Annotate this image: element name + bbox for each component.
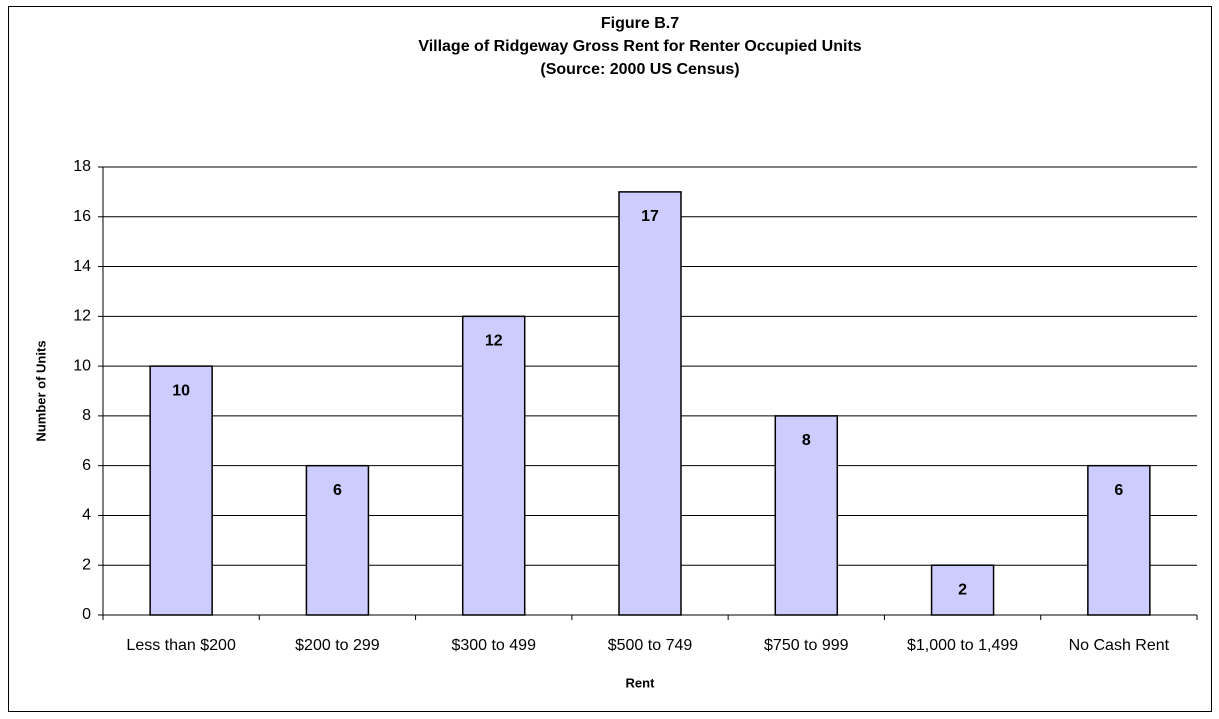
- bar: [1087, 464, 1151, 616]
- chart-title: (Source: 2000 US Census): [540, 61, 739, 78]
- bar: [618, 191, 682, 616]
- data-label: 6: [333, 482, 342, 499]
- x-tick-label: Less than $200: [126, 637, 236, 654]
- y-tick-label: 12: [73, 308, 91, 325]
- y-tick-label: 8: [82, 407, 91, 424]
- x-tick-label: $200 to 299: [295, 637, 380, 654]
- data-label: 8: [802, 432, 811, 449]
- data-label: 17: [641, 208, 659, 225]
- y-tick-label: 4: [82, 507, 91, 524]
- bar: [461, 315, 526, 616]
- bar: [305, 464, 370, 616]
- y-tick-label: 6: [82, 457, 91, 474]
- x-tick-label: $750 to 999: [764, 637, 849, 654]
- bar: [774, 415, 839, 616]
- bar: [930, 564, 995, 616]
- x-tick-label: $500 to 749: [608, 637, 693, 654]
- x-tick-label: $1,000 to 1,499: [907, 637, 1018, 654]
- data-label: 2: [958, 581, 967, 598]
- y-axis-label: Number of Units: [33, 340, 48, 441]
- data-label: 12: [485, 333, 503, 350]
- chart-title: Figure B.7: [601, 15, 679, 32]
- data-label: 10: [172, 382, 190, 399]
- y-tick-label: 0: [82, 606, 91, 623]
- x-tick-label: $300 to 499: [451, 637, 536, 654]
- y-tick-label: 18: [73, 158, 91, 175]
- data-label: 6: [1114, 482, 1123, 499]
- x-axis-label: Rent: [626, 675, 656, 690]
- bar: [149, 365, 213, 616]
- x-tick-label: No Cash Rent: [1069, 637, 1170, 654]
- y-tick-label: 16: [73, 208, 91, 225]
- chart-title: Village of Ridgeway Gross Rent for Rente…: [418, 38, 861, 55]
- y-tick-label: 2: [82, 556, 91, 573]
- y-tick-label: 10: [73, 357, 91, 374]
- y-tick-label: 14: [73, 258, 91, 275]
